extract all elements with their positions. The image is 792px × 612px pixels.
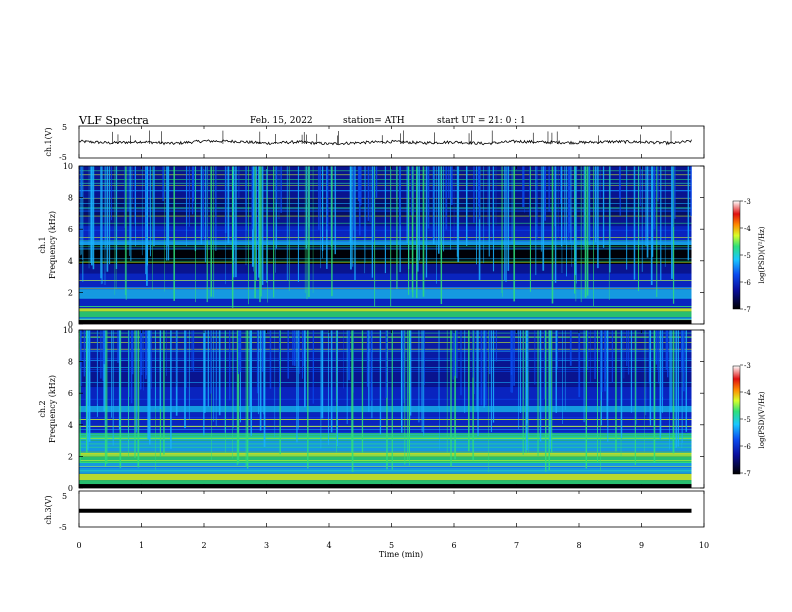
ch1-colorbar-label: log(PSD)(V²/Hz): [758, 226, 766, 283]
colorbar-tick-label--3: -3: [744, 362, 751, 370]
date-label: Feb. 15, 2022: [250, 116, 313, 126]
y-tick-label-0: 0: [68, 320, 73, 329]
y-tick-label-2: 2: [68, 288, 73, 297]
colorbar-tick-label--4: -4: [744, 389, 751, 397]
spectrogram-bottom-band: [79, 320, 692, 324]
ch1-waveform-panel: 5 -5 ch.1(V): [44, 123, 705, 162]
ch2-spectrogram-heatmap: [79, 330, 704, 488]
frequency-band: [79, 440, 692, 452]
y-tick-label-6: 6: [68, 389, 73, 398]
ch2-spectrogram-ylabel-line2: Frequency (kHz): [48, 375, 57, 443]
colorbar-tick-label--5: -5: [744, 252, 751, 260]
ch3-waveform-ylabel: ch.3(V): [44, 495, 53, 524]
y-tick-label-0: 0: [68, 484, 73, 493]
colorbar-tick-label--3: -3: [744, 198, 751, 206]
y-tick-label-6: 6: [68, 225, 73, 234]
frequency-band: [79, 330, 692, 362]
ch1-spectrogram-ylabel-line2: Frequency (kHz): [48, 211, 57, 279]
ch2-spectrogram-ylabel-line1: ch.2: [38, 400, 47, 417]
frequency-band: [79, 451, 692, 457]
frequency-band: [79, 405, 692, 413]
colorbar-tick-label--6: -6: [744, 279, 751, 287]
ch1-ytick-neg5: -5: [59, 153, 67, 162]
y-tick-label-8: 8: [68, 358, 73, 367]
frequency-band: [79, 273, 692, 290]
x-tick-label-6: 6: [451, 541, 456, 550]
y-tick-label-4: 4: [68, 257, 73, 266]
figure-title: VLF Spectra: [78, 114, 149, 127]
time-axis: 0 1 2 3 4 5 6 7 8 9 10: [76, 126, 709, 550]
ch1-colorbar: [732, 200, 741, 310]
colorbar-tick-label--7: -7: [744, 470, 751, 478]
x-tick-label-5: 5: [389, 541, 394, 550]
x-tick-label-0: 0: [76, 541, 81, 550]
colorbar-tick-label--7: -7: [744, 306, 751, 314]
ch2-colorbar-label: log(PSD)(V²/Hz): [758, 391, 766, 448]
spectrogram-bottom-band: [79, 484, 692, 488]
y-tick-label-10: 10: [63, 162, 73, 171]
ch1-waveform-ylabel: ch.1(V): [44, 127, 53, 156]
ch3-waveform-panel: 5 -5 ch.3(V): [44, 490, 705, 532]
ch3-ytick-neg5: -5: [59, 523, 67, 532]
start-time-label: start UT = 21: 0 : 1: [437, 116, 526, 126]
frequency-band: [79, 462, 692, 474]
frequency-band: [79, 311, 692, 318]
frequency-band: [79, 456, 692, 463]
y-tick-label-4: 4: [68, 421, 73, 430]
ch1-spectrogram-heatmap: [79, 166, 704, 324]
y-tick-label-8: 8: [68, 194, 73, 203]
ch1-waveform-series: [78, 130, 692, 146]
ch1-ytick-5: 5: [62, 123, 67, 132]
ch2-colorbar: [732, 365, 741, 475]
frequency-band: [79, 473, 692, 481]
time-axis-label: Time (min): [379, 550, 423, 559]
colorbar-tick-label--5: -5: [744, 416, 751, 424]
ch1-spectrogram-ylabel-line1: ch.1: [38, 236, 47, 253]
x-tick-label-10: 10: [699, 541, 709, 550]
x-tick-label-7: 7: [514, 541, 519, 550]
x-tick-label-2: 2: [201, 541, 206, 550]
frequency-band: [79, 298, 692, 309]
x-tick-label-9: 9: [639, 541, 644, 550]
y-tick-label-2: 2: [68, 452, 73, 461]
frequency-band: [79, 308, 692, 312]
frequency-band: [79, 289, 692, 299]
waveform-line: [78, 139, 692, 146]
x-tick-label-8: 8: [576, 541, 581, 550]
station-label: station= ATH: [343, 116, 405, 126]
x-tick-label-1: 1: [139, 541, 144, 550]
colorbar-tick-label--6: -6: [744, 443, 751, 451]
x-tick-label-4: 4: [326, 541, 331, 550]
x-tick-label-3: 3: [264, 541, 269, 550]
y-tick-label-10: 10: [63, 326, 73, 335]
colorbar-tick-label--4: -4: [744, 225, 751, 233]
ch3-ytick-5: 5: [62, 492, 67, 501]
